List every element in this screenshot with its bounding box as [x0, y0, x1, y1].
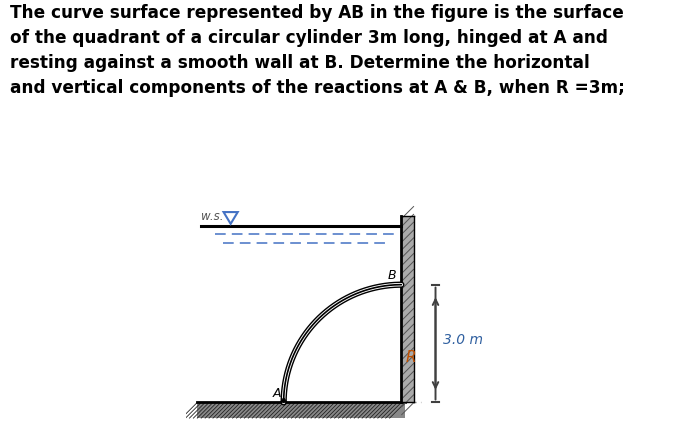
- Text: w.s.: w.s.: [201, 210, 224, 223]
- Text: 3.0 m: 3.0 m: [443, 332, 482, 347]
- Text: A: A: [273, 387, 282, 400]
- Text: The curve surface represented by AB in the figure is the surface
of the quadrant: The curve surface represented by AB in t…: [10, 4, 625, 97]
- Polygon shape: [280, 397, 287, 402]
- Polygon shape: [401, 216, 414, 402]
- Polygon shape: [197, 402, 406, 418]
- Text: B: B: [388, 268, 397, 282]
- Text: R: R: [406, 350, 416, 365]
